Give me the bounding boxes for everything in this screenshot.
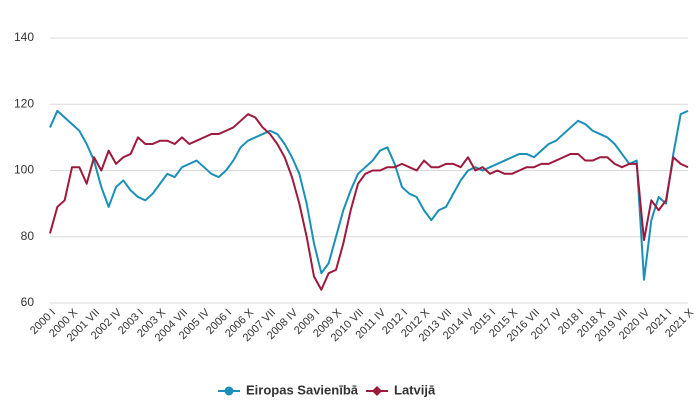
series-line xyxy=(49,113,689,291)
legend-marker xyxy=(224,386,234,396)
y-tick-label: 140 xyxy=(14,30,34,44)
y-tick-label: 120 xyxy=(14,96,34,110)
y-tick-label: 60 xyxy=(21,295,35,309)
y-tick-label: 100 xyxy=(14,163,34,177)
legend-label: Eiropas Savienībā xyxy=(246,382,359,397)
series-line xyxy=(49,109,689,281)
legend-label: Latvijā xyxy=(394,382,436,397)
legend-marker xyxy=(372,386,382,396)
y-tick-label: 80 xyxy=(21,229,35,243)
